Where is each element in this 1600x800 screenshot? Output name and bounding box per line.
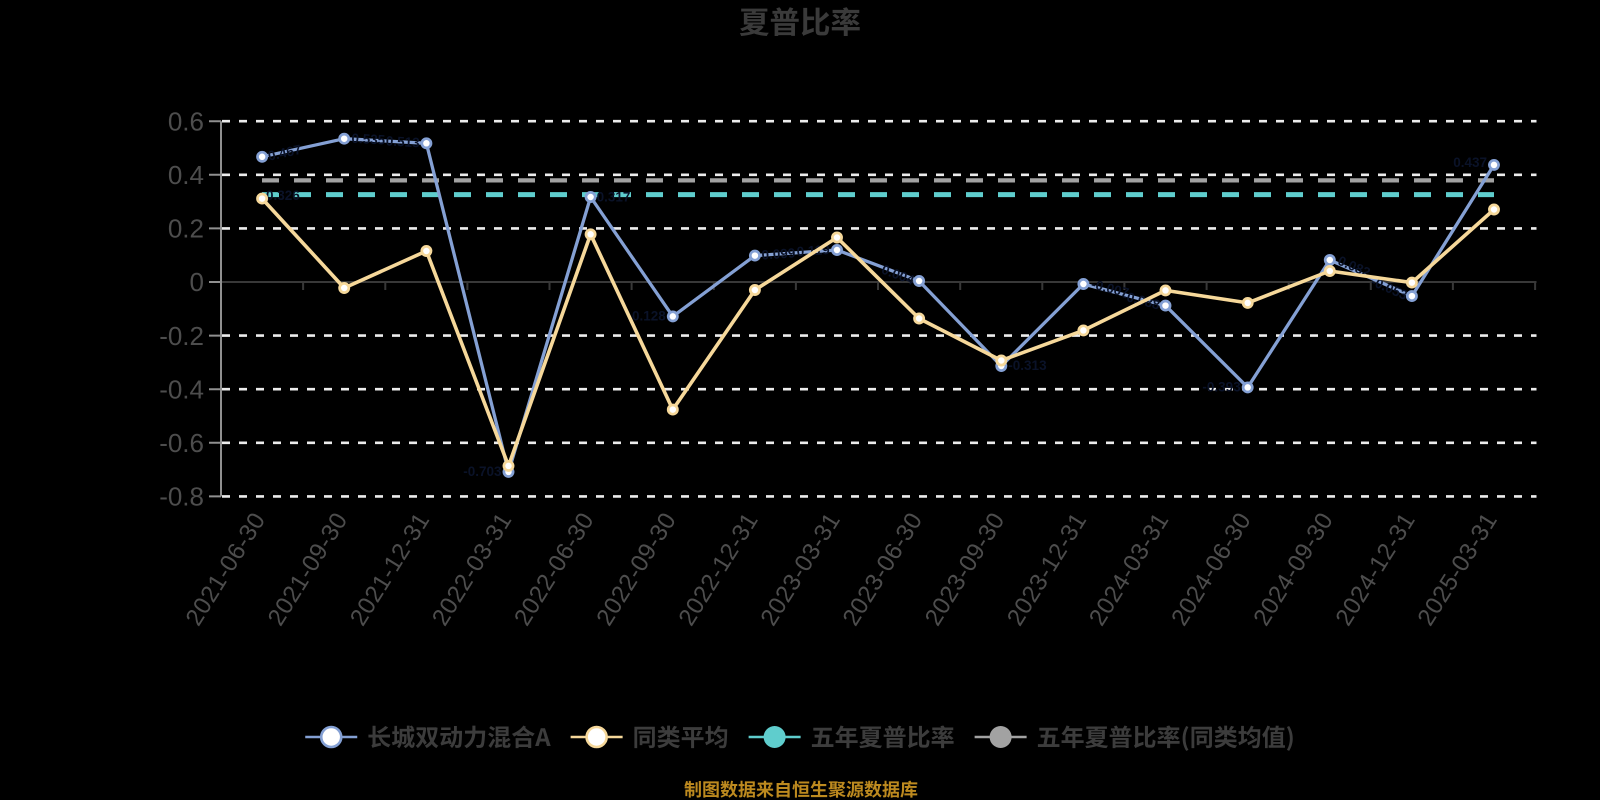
svg-text:0.4: 0.4 [168, 160, 204, 190]
svg-text:0.437: 0.437 [1453, 155, 1487, 170]
svg-text:-0.4: -0.4 [159, 374, 204, 404]
svg-text:0: 0 [190, 267, 204, 297]
svg-text:-0.393: -0.393 [1202, 379, 1241, 394]
svg-text:-0.128: -0.128 [628, 308, 667, 323]
svg-text:0.2: 0.2 [168, 214, 204, 244]
svg-text:-0.8: -0.8 [159, 482, 204, 512]
svg-text:-0.703: -0.703 [463, 464, 502, 479]
svg-text:0.513: 0.513 [385, 133, 420, 150]
svg-text:0.317: 0.317 [597, 190, 631, 205]
svg-text:0.6: 0.6 [168, 106, 204, 136]
svg-text:-0.313: -0.313 [1008, 358, 1047, 373]
svg-text:0.099: 0.099 [761, 245, 796, 262]
svg-text:0.467: 0.467 [267, 142, 303, 164]
svg-text:-0.2: -0.2 [159, 321, 204, 351]
svg-text:-0.6: -0.6 [159, 428, 204, 458]
svg-text:0.535: 0.535 [351, 131, 386, 148]
svg-text:0.326: 0.326 [266, 188, 300, 203]
